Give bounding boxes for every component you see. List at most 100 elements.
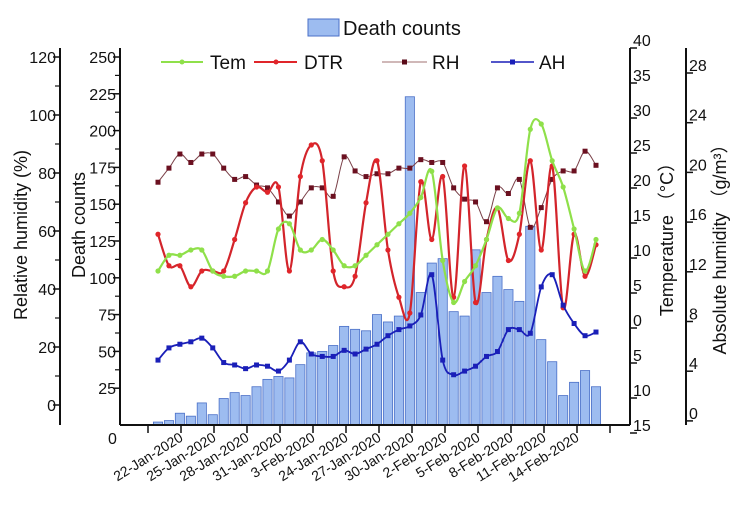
- axis-tick-label: 20: [689, 157, 707, 174]
- series-point-ah: [374, 341, 380, 347]
- series-point-rh: [330, 193, 336, 199]
- series-point-dtr: [505, 257, 511, 264]
- legend-label-death-counts: Death counts: [343, 18, 461, 40]
- series-point-rh: [593, 162, 599, 168]
- axis-tick-label: 24: [689, 108, 707, 125]
- axis-tick-label: 16: [689, 207, 707, 224]
- axis-tick-label: 20: [633, 173, 651, 190]
- series-point-tem: [264, 268, 271, 274]
- series-point-ah: [418, 312, 424, 318]
- ah-axis-title: Absolute humidity （g/m³）: [710, 135, 730, 354]
- axis-tick-label: 5: [633, 278, 642, 295]
- axis-tick-label: 0: [633, 313, 642, 330]
- series-point-ah: [341, 347, 347, 353]
- death-count-bar: [591, 386, 602, 426]
- legend-label-rh: RH: [432, 53, 459, 74]
- series-point-rh: [319, 185, 325, 191]
- axis-tick-label: 5: [633, 348, 642, 365]
- death-count-bar: [371, 314, 382, 426]
- series-point-tem: [177, 252, 183, 258]
- series-point-tem: [440, 257, 446, 264]
- temperature-axis-title: Temperature （°C）: [657, 154, 677, 316]
- axis-tick-label: 150: [89, 197, 116, 214]
- series-point-ah: [232, 362, 238, 368]
- rh-axis: 120 100 80 60 40 20 0 Relative humidity (%): [11, 48, 61, 425]
- axis-tick-label: 8: [689, 307, 698, 324]
- series-point-ah: [505, 327, 511, 333]
- series-point-ah: [308, 351, 314, 357]
- axis-tick-label: 250: [89, 50, 116, 67]
- temperature-axis-ticks: 40 35 30 25 20 15 10 5 0 5 10 15: [630, 33, 651, 435]
- axis-tick-label: 120: [29, 50, 56, 67]
- axis-tick-label: 4: [689, 356, 698, 373]
- x-axis: 0 22-Jan-202025-Jan-202028-Jan-202031-Ja…: [108, 424, 630, 485]
- series-point-tem: [538, 121, 544, 127]
- series-point-dtr: [374, 158, 380, 164]
- death-count-bar: [558, 395, 569, 426]
- death-count-bar: [196, 402, 207, 426]
- legend-marker-rh: [402, 59, 407, 65]
- legend-label-ah: AH: [539, 53, 565, 74]
- series-point-rh: [275, 199, 281, 205]
- series-point-ah: [473, 363, 479, 369]
- series-point-rh: [210, 151, 216, 157]
- death-count-bar: [569, 381, 580, 426]
- legend-marker-dtr: [273, 59, 279, 65]
- axis-tick-label: 12: [689, 257, 707, 274]
- death-count-bar: [284, 377, 295, 426]
- axis-tick-label: 25: [98, 381, 116, 398]
- x-ticks: [147, 425, 611, 433]
- rh-axis-ticks: 120 100 80 60 40 20 0: [29, 50, 60, 415]
- series-point-dtr: [286, 268, 292, 274]
- series-point-tem: [286, 221, 292, 227]
- death-count-bar: [448, 311, 459, 426]
- series-point-dtr: [407, 310, 413, 316]
- series-point-ah: [516, 327, 522, 333]
- x-origin-label: 0: [108, 431, 117, 448]
- series-point-dtr: [319, 158, 325, 164]
- series-point-rh: [494, 185, 500, 191]
- series-point-rh: [341, 154, 347, 160]
- legend-label-tem: Tem: [210, 53, 246, 74]
- series-point-tem: [429, 168, 435, 174]
- series-point-tem: [396, 221, 402, 227]
- series-point-tem: [243, 268, 249, 274]
- series-point-tem: [275, 226, 282, 232]
- death-count-bar: [174, 412, 185, 426]
- death-count-bar: [404, 96, 415, 426]
- death-count-bar: [229, 392, 240, 426]
- series-point-rh: [166, 165, 172, 171]
- series-point-tem: [462, 278, 468, 285]
- legend-marker-ah: [510, 59, 515, 65]
- death-count-bar: [503, 289, 514, 426]
- series-point-ah: [385, 333, 391, 339]
- legend-swatch-death-counts: [307, 18, 340, 37]
- series-point-dtr: [264, 189, 271, 195]
- series-point-tem: [494, 205, 501, 211]
- series-point-tem: [166, 252, 172, 258]
- series-point-ah: [210, 345, 216, 351]
- series-point-ah: [593, 329, 599, 335]
- series-point-rh: [418, 157, 424, 163]
- series-point-tem: [418, 194, 424, 201]
- death-count-bar: [361, 330, 372, 426]
- series-point-dtr: [429, 236, 435, 243]
- series-point-dtr: [385, 247, 391, 253]
- series-point-ah: [407, 323, 413, 329]
- series-point-rh: [429, 159, 435, 165]
- axis-tick-label: 40: [633, 33, 651, 50]
- axis-tick-label: 0: [47, 398, 56, 415]
- axis-tick-label: 175: [89, 160, 116, 177]
- death-count-bar: [185, 415, 196, 426]
- series-point-dtr: [341, 284, 347, 290]
- axis-tick-label: 100: [29, 108, 56, 125]
- axis-tick-label: 225: [89, 87, 116, 104]
- series-point-tem: [483, 236, 490, 243]
- series-point-dtr: [155, 231, 161, 237]
- series-point-rh: [265, 185, 270, 191]
- series-lines: [155, 117, 599, 378]
- series-point-dtr: [221, 268, 227, 274]
- series-point-tem: [549, 158, 555, 164]
- axis-tick-label: 35: [633, 68, 651, 85]
- series-point-tem: [297, 247, 303, 253]
